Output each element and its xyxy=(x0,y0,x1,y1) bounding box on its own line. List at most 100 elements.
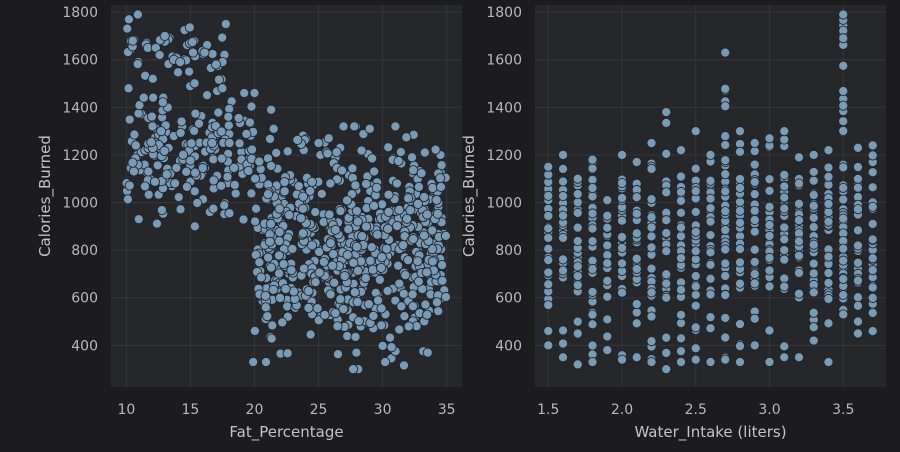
scatter-point xyxy=(690,354,701,365)
scatter-point xyxy=(224,208,235,219)
scatter-point xyxy=(185,155,196,166)
scatter-point xyxy=(123,83,134,94)
scatter-point xyxy=(646,222,657,233)
scatter-point xyxy=(675,171,687,182)
scatter-point xyxy=(394,324,405,335)
scatter-point xyxy=(376,303,387,314)
scatter-point xyxy=(690,289,701,300)
scatter-point xyxy=(348,364,359,375)
scatter-point xyxy=(587,236,598,247)
scatter-point xyxy=(368,200,380,211)
scatter-point xyxy=(734,217,746,228)
scatter-point xyxy=(187,36,198,48)
scatter-point xyxy=(151,218,163,229)
scatter-point xyxy=(186,138,197,149)
scatter-point xyxy=(838,116,849,127)
scatter-point xyxy=(808,322,819,333)
scatter-point xyxy=(420,299,431,310)
scatter-point xyxy=(391,178,403,189)
scatter-point xyxy=(249,216,261,227)
scatter-point xyxy=(543,232,554,243)
scatter-point xyxy=(440,291,452,303)
x-axis-label: Fat_Percentage xyxy=(229,423,343,442)
scatter-point xyxy=(422,209,433,220)
scatter-point xyxy=(159,30,170,41)
scatter-point xyxy=(147,73,158,84)
x-tick-label: 30 xyxy=(374,402,392,418)
scatter-point xyxy=(779,134,790,145)
scatter-point xyxy=(431,297,443,308)
scatter-point xyxy=(230,188,241,199)
scatter-point xyxy=(557,325,569,336)
scatter-point xyxy=(705,247,716,258)
scatter-point xyxy=(189,221,200,232)
scatter-point xyxy=(749,278,760,289)
scatter-point xyxy=(734,182,746,193)
scatter-point xyxy=(268,123,279,134)
scatter-point xyxy=(248,356,259,368)
scatter-point xyxy=(793,352,805,363)
scatter-point xyxy=(720,258,731,269)
scatter-point xyxy=(808,149,819,160)
scatter-point xyxy=(361,221,372,232)
scatter-point xyxy=(256,272,267,283)
scatter-point xyxy=(267,320,278,331)
scatter-point xyxy=(395,146,406,158)
scatter-point xyxy=(661,215,672,226)
scatter-point xyxy=(216,126,227,137)
scatter-point xyxy=(274,268,285,279)
scatter-point xyxy=(175,204,186,215)
scatter-point xyxy=(838,243,849,254)
scatter-point xyxy=(330,308,341,319)
scatter-point xyxy=(284,210,295,221)
scatter-point xyxy=(173,192,184,203)
scatter-point xyxy=(720,47,731,58)
scatter-point xyxy=(705,216,716,227)
scatter-point xyxy=(298,191,309,202)
scatter-point xyxy=(282,348,293,359)
scatter-point xyxy=(184,66,195,77)
scatter-point xyxy=(266,160,277,171)
scatter-point xyxy=(823,171,834,182)
scatter-point xyxy=(313,137,324,149)
scatter-point xyxy=(705,312,716,323)
scatter-point xyxy=(427,225,438,236)
scatter-point xyxy=(587,191,598,202)
scatter-point xyxy=(146,111,157,122)
scatter-point xyxy=(246,188,257,199)
scatter-point xyxy=(297,203,309,214)
scatter-point xyxy=(266,333,277,344)
scatter-panel-fat-percentage: 10 15 20 25 30 35 400 600 800 1000 1200 1400 1600 180… xyxy=(36,5,462,442)
scatter-point xyxy=(646,356,657,368)
scatter-point xyxy=(838,273,849,284)
scatter-point xyxy=(123,14,134,25)
scatter-point xyxy=(838,194,849,205)
scatter-point xyxy=(631,352,642,363)
scatter-point xyxy=(398,288,409,299)
scatter-point xyxy=(157,97,168,108)
scatter-point xyxy=(376,262,387,274)
scatter-point xyxy=(572,359,583,370)
scatter-point xyxy=(127,157,138,168)
x-tick-label: 2.0 xyxy=(611,402,633,418)
scatter-point xyxy=(297,228,308,239)
scatter-point xyxy=(260,290,271,301)
scatter-point xyxy=(646,311,657,322)
scatter-point xyxy=(587,255,598,266)
scatter-point xyxy=(352,265,363,276)
scatter-point xyxy=(734,356,746,368)
scatter-point xyxy=(631,307,642,318)
scatter-point xyxy=(228,162,240,173)
scatter-point xyxy=(184,22,195,33)
scatter-point xyxy=(351,347,362,358)
scatter-point xyxy=(734,319,746,330)
scatter-point xyxy=(338,304,349,315)
scatter-point xyxy=(310,277,321,288)
scatter-point xyxy=(705,273,716,284)
scatter-point xyxy=(793,215,805,226)
scatter-point xyxy=(749,137,760,149)
scatter-point xyxy=(557,232,569,243)
scatter-point xyxy=(262,189,274,200)
scatter-point xyxy=(764,356,775,368)
scatter-point xyxy=(587,223,598,234)
